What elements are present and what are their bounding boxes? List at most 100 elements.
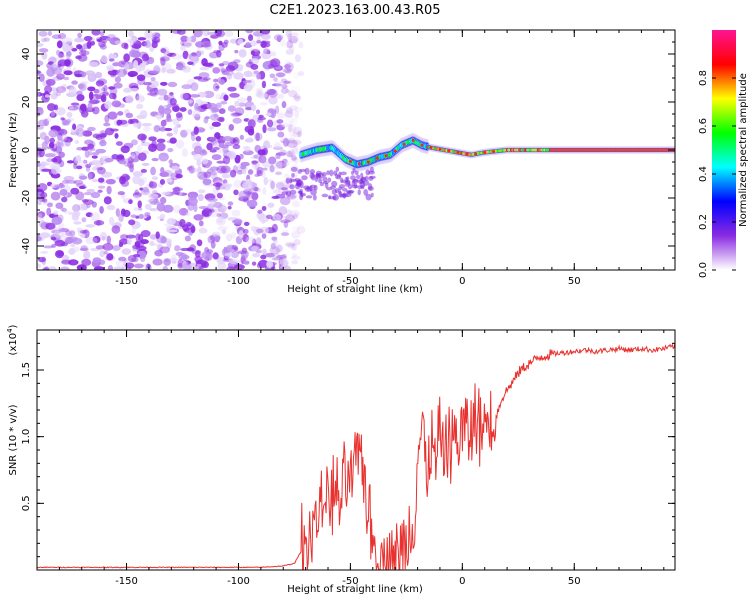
noise-blob — [280, 232, 290, 237]
noise-blob — [51, 62, 59, 69]
noise-blob — [51, 165, 59, 175]
noise-blob — [182, 92, 192, 101]
noise-blob — [160, 81, 168, 86]
noise-blob — [290, 140, 302, 149]
noise-blob — [149, 200, 161, 206]
noise-blob — [140, 168, 147, 173]
transition-blob — [337, 188, 341, 195]
trace-peak — [429, 146, 433, 150]
noise-blob — [179, 107, 187, 112]
noise-blob — [290, 37, 298, 44]
noise-blob — [193, 126, 199, 135]
noise-blob — [262, 187, 267, 195]
snr-y-axis: 0.5 1.0 1.5 — [21, 329, 675, 571]
noise-blob — [43, 266, 50, 270]
noise-blob — [50, 191, 61, 201]
noise-blob — [56, 73, 65, 80]
noise-blob — [95, 80, 105, 87]
noise-blob — [226, 266, 236, 270]
noise-blob — [296, 225, 306, 234]
noise-blob — [61, 259, 72, 265]
noise-blob — [87, 102, 93, 111]
noise-blob — [270, 58, 281, 68]
noise-blob — [175, 112, 183, 118]
noise-blob — [201, 158, 209, 165]
noise-blob — [261, 168, 266, 178]
noise-blob — [273, 77, 278, 82]
noise-blob — [245, 236, 255, 245]
noise-blob — [44, 153, 56, 158]
noise-blob — [220, 165, 231, 174]
snr-y-multiplier-base: (x10 — [8, 333, 19, 356]
noise-blob — [74, 156, 82, 165]
noise-blob — [137, 37, 147, 41]
noise-blob — [292, 95, 301, 100]
noise-blob — [181, 84, 192, 90]
noise-blob — [46, 158, 53, 163]
noise-blob — [215, 93, 222, 100]
y-tick-label: -20 — [21, 190, 32, 206]
noise-blob — [249, 48, 260, 52]
noise-blob — [293, 239, 301, 246]
noise-blob — [236, 169, 244, 175]
transition-blob — [350, 170, 355, 175]
noise-blob — [282, 229, 289, 235]
noise-blob — [60, 117, 65, 121]
noise-blob — [261, 80, 267, 89]
noise-blob — [270, 242, 277, 250]
noise-blob — [281, 100, 287, 109]
noise-blob — [71, 80, 78, 85]
noise-blob — [86, 40, 92, 49]
transition-blob — [290, 166, 298, 172]
noise-blob — [275, 152, 287, 156]
noise-blob — [163, 258, 171, 266]
noise-blob — [155, 113, 163, 119]
noise-blob — [190, 82, 199, 91]
noise-blob — [261, 248, 267, 254]
noise-blob — [38, 220, 46, 228]
noise-blob — [44, 85, 53, 94]
noise-blob — [103, 250, 109, 255]
noise-blob — [99, 231, 107, 241]
spectrogram-panel: -150 -100 -50 0 50 -40 -20 0 20 40 Height of str… — [8, 29, 676, 295]
noise-blob — [91, 159, 100, 166]
noise-blob — [143, 126, 151, 132]
noise-blob — [76, 94, 85, 102]
noise-blob — [127, 118, 133, 125]
noise-blob — [49, 55, 56, 63]
noise-blob — [234, 154, 241, 164]
noise-blob — [190, 35, 197, 43]
noise-blob — [55, 91, 61, 97]
noise-blob — [269, 164, 275, 173]
noise-blob — [38, 30, 48, 37]
noise-blob — [148, 136, 157, 142]
noise-blob — [170, 172, 180, 181]
noise-blob — [293, 171, 298, 180]
noise-blob — [271, 257, 281, 261]
transition-blob — [329, 169, 334, 177]
noise-blob — [137, 200, 142, 209]
noise-blob — [231, 209, 241, 217]
noise-blob — [48, 266, 57, 270]
noise-blob — [234, 100, 240, 107]
transition-blob — [318, 178, 323, 184]
noise-blob — [279, 196, 291, 206]
noise-blob — [72, 123, 77, 130]
noise-blob — [166, 218, 176, 225]
noise-blob — [93, 220, 105, 226]
noise-blob — [111, 153, 119, 160]
noise-blob — [222, 146, 229, 154]
noise-blob — [287, 33, 292, 42]
noise-blob — [261, 232, 267, 239]
noise-blob — [37, 60, 44, 67]
noise-blob — [76, 183, 86, 188]
noise-blob — [291, 260, 299, 265]
noise-blob — [65, 119, 72, 124]
noise-blob — [136, 74, 146, 81]
noise-blob — [176, 113, 184, 121]
noise-blob — [171, 53, 183, 60]
transition-blob — [322, 176, 328, 183]
noise-blob — [272, 189, 281, 194]
noise-blob — [289, 118, 299, 126]
noise-blob — [201, 210, 210, 218]
